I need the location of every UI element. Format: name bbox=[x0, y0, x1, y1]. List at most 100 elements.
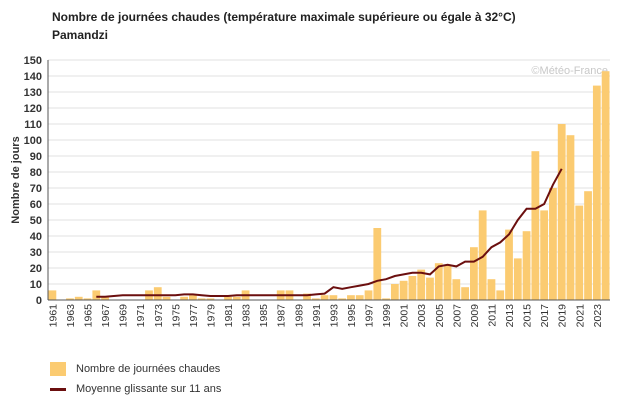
bar-2014[interactable] bbox=[513, 258, 522, 300]
bar-1995[interactable] bbox=[347, 295, 355, 300]
x-tick-label: 1981 bbox=[223, 304, 235, 328]
bar-2006[interactable] bbox=[443, 264, 452, 300]
y-tick-label: 120 bbox=[24, 103, 42, 115]
x-tick-label: 1999 bbox=[381, 304, 393, 328]
x-tick-label: 2019 bbox=[557, 304, 569, 328]
chart-subtitle: Pamandzi bbox=[52, 28, 109, 42]
bar-2022[interactable] bbox=[584, 191, 592, 300]
bar-1964[interactable] bbox=[74, 296, 83, 300]
legend-line[interactable]: Moyenne glissante sur 11 ans bbox=[50, 383, 221, 395]
bar-2012[interactable] bbox=[496, 290, 505, 300]
y-tick-label: 0 bbox=[36, 295, 42, 307]
bar-2017[interactable] bbox=[540, 210, 549, 300]
y-tick-label: 70 bbox=[30, 183, 42, 195]
bar-1994[interactable] bbox=[338, 298, 347, 300]
x-tick-label: 2001 bbox=[399, 304, 411, 328]
bar-2008[interactable] bbox=[461, 287, 469, 300]
bar-2021[interactable] bbox=[575, 205, 584, 300]
y-tick-label: 20 bbox=[30, 263, 42, 275]
bar-2005[interactable] bbox=[434, 263, 443, 300]
y-tick-label: 10 bbox=[30, 279, 42, 291]
y-tick-label: 90 bbox=[30, 151, 42, 163]
bar-2001[interactable] bbox=[399, 280, 408, 300]
legend-line-swatch bbox=[50, 387, 66, 391]
bar-1998[interactable] bbox=[373, 228, 382, 300]
bar-1990[interactable] bbox=[303, 293, 311, 300]
bar-2011[interactable] bbox=[487, 279, 496, 300]
bar-1974[interactable] bbox=[162, 296, 171, 300]
x-tick-label: 1973 bbox=[153, 304, 165, 328]
bar-1977[interactable] bbox=[189, 295, 197, 300]
x-tick-label: 1965 bbox=[83, 304, 95, 328]
x-tick-label: 2011 bbox=[486, 304, 498, 327]
bar-1961[interactable] bbox=[48, 290, 57, 300]
bar-1965[interactable] bbox=[83, 298, 92, 300]
x-tick-label: 1991 bbox=[311, 304, 323, 328]
bar-1976[interactable] bbox=[180, 296, 188, 300]
bar-1981[interactable] bbox=[224, 296, 232, 300]
x-tick-label: 1985 bbox=[258, 304, 270, 328]
bar-1978[interactable] bbox=[197, 298, 206, 300]
bar-2023[interactable] bbox=[592, 85, 601, 300]
bar-2019[interactable] bbox=[557, 124, 566, 300]
bar-2007[interactable] bbox=[452, 279, 461, 300]
x-tick-label: 2009 bbox=[469, 304, 481, 328]
bar-1991[interactable] bbox=[311, 298, 320, 300]
x-tick-label: 1987 bbox=[276, 304, 288, 328]
x-tick-label: 1961 bbox=[47, 304, 59, 328]
moving-average-line[interactable] bbox=[96, 168, 563, 298]
bar-1999[interactable] bbox=[382, 298, 390, 300]
x-tick-label: 1975 bbox=[170, 304, 182, 328]
y-tick-label: 50 bbox=[30, 215, 42, 227]
bar-1979[interactable] bbox=[206, 298, 215, 300]
x-tick-label: 1997 bbox=[364, 304, 376, 328]
x-tick-label: 2003 bbox=[416, 304, 428, 328]
bar-2010[interactable] bbox=[478, 210, 487, 300]
legend-line-label: Moyenne glissante sur 11 ans bbox=[76, 383, 222, 395]
bar-1996[interactable] bbox=[355, 295, 364, 300]
bar-2015[interactable] bbox=[522, 231, 531, 300]
y-tick-label: 140 bbox=[24, 71, 42, 83]
bar-2018[interactable] bbox=[549, 188, 557, 300]
x-tick-label: 2023 bbox=[592, 304, 604, 328]
y-tick-label: 130 bbox=[24, 87, 42, 99]
bar-2020[interactable] bbox=[566, 135, 575, 300]
x-tick-label: 1977 bbox=[188, 304, 200, 328]
watermark: ©Météo-France bbox=[531, 65, 608, 77]
x-tick-label: 1993 bbox=[328, 304, 340, 328]
bar-2000[interactable] bbox=[390, 284, 399, 300]
bar-1992[interactable] bbox=[320, 295, 329, 300]
bar-1966[interactable] bbox=[92, 290, 101, 300]
x-tick-label: 1989 bbox=[293, 304, 305, 328]
x-tick-label: 1971 bbox=[135, 304, 147, 328]
x-tick-label: 2017 bbox=[539, 304, 551, 328]
y-axis-label: Nombre de jours bbox=[10, 136, 22, 223]
bar-2009[interactable] bbox=[470, 247, 478, 300]
x-tick-label: 1983 bbox=[241, 304, 253, 328]
bar-2003[interactable] bbox=[417, 269, 426, 300]
bar-1982[interactable] bbox=[232, 296, 241, 300]
bar-2013[interactable] bbox=[505, 229, 513, 300]
legend-bar-swatch bbox=[50, 362, 66, 376]
x-tick-label: 2015 bbox=[522, 304, 534, 328]
bar-2024[interactable] bbox=[601, 71, 610, 300]
bar-2002[interactable] bbox=[408, 276, 417, 300]
x-tick-label: 1995 bbox=[346, 304, 358, 328]
bar-1973[interactable] bbox=[153, 287, 162, 300]
x-tick-label: 1969 bbox=[118, 304, 130, 328]
y-tick-label: 60 bbox=[30, 199, 42, 211]
chart-title: Nombre de journées chaudes (température … bbox=[52, 10, 516, 24]
bar-1967[interactable] bbox=[101, 296, 109, 300]
bar-2016[interactable] bbox=[531, 151, 540, 300]
y-tick-label: 100 bbox=[24, 135, 42, 147]
y-tick-label: 80 bbox=[30, 167, 42, 179]
x-tick-label: 2021 bbox=[574, 304, 586, 328]
bar-2004[interactable] bbox=[426, 277, 434, 300]
bar-1993[interactable] bbox=[329, 295, 338, 300]
legend-bars[interactable]: Nombre de journées chaudes bbox=[50, 362, 220, 376]
y-tick-label: 30 bbox=[30, 247, 42, 259]
bar-1963[interactable] bbox=[66, 298, 74, 300]
bar-1997[interactable] bbox=[364, 290, 373, 300]
x-tick-label: 2005 bbox=[434, 304, 446, 328]
